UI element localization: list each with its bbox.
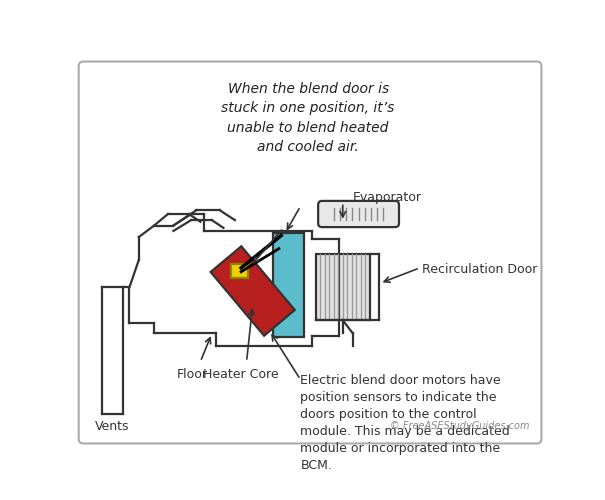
Text: Evaporator: Evaporator: [353, 190, 422, 203]
Text: Electric blend door motors have
position sensors to indicate the
doors position : Electric blend door motors have position…: [301, 374, 510, 472]
Bar: [316, 254, 370, 320]
Text: Floor: Floor: [177, 368, 208, 381]
Text: When the blend door is
stuck in one position, it’s
unable to blend heated
and co: When the blend door is stuck in one posi…: [221, 82, 395, 154]
Bar: [231, 264, 248, 278]
Text: © FreeASEStudyGuides.com: © FreeASEStudyGuides.com: [390, 421, 530, 431]
FancyBboxPatch shape: [79, 62, 541, 444]
Polygon shape: [211, 246, 295, 336]
Bar: [273, 233, 304, 337]
Text: Recirculation Door: Recirculation Door: [422, 263, 537, 276]
FancyBboxPatch shape: [318, 201, 399, 227]
Text: Vents: Vents: [96, 420, 130, 434]
Text: Heater Core: Heater Core: [203, 368, 279, 381]
